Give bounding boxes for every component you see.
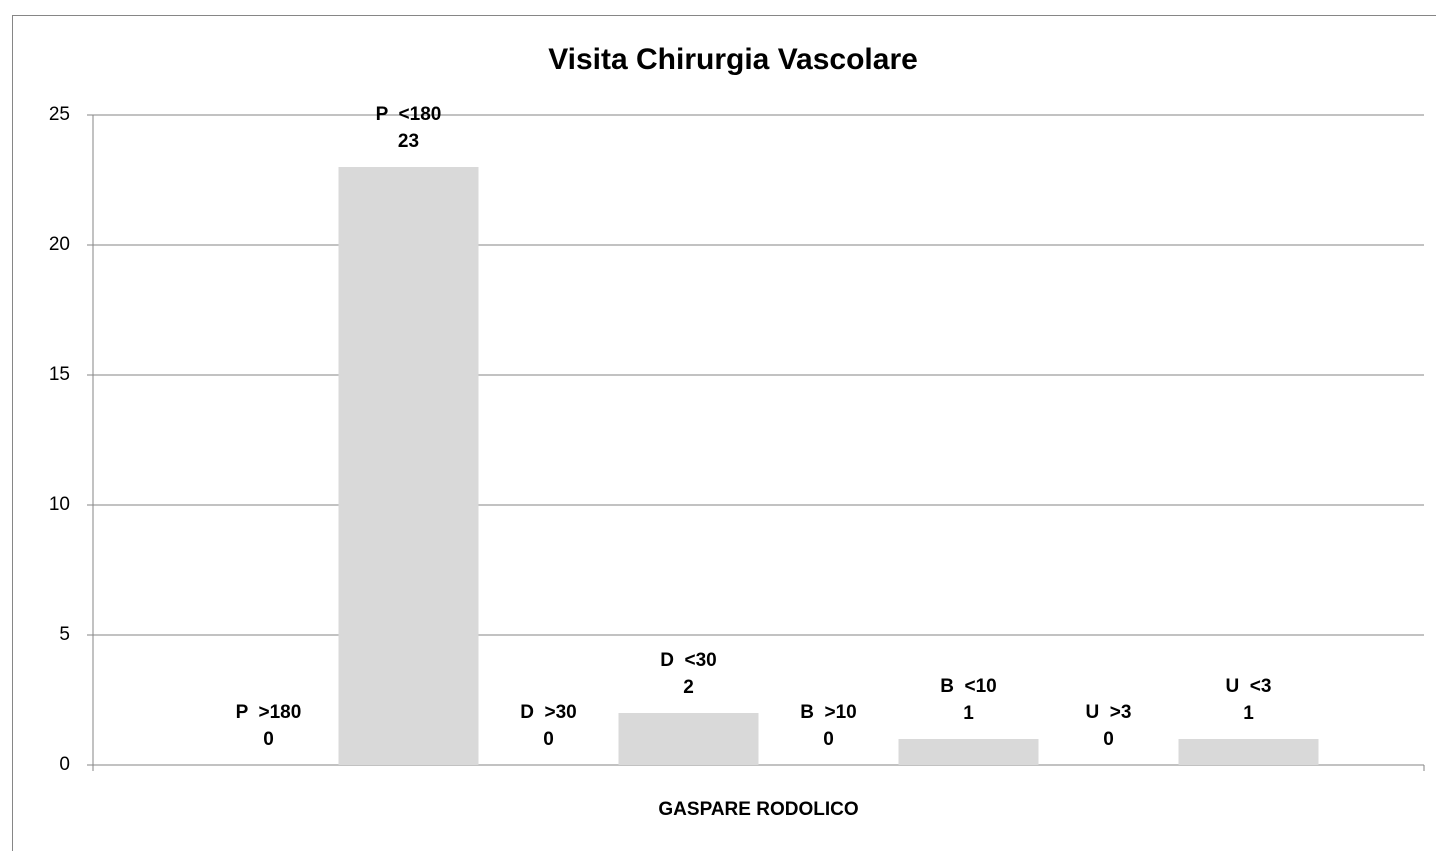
data-label-name: U >3 — [1086, 702, 1132, 723]
data-label-name: P >180 — [236, 702, 302, 723]
y-tick-label: 15 — [49, 364, 70, 385]
bar — [618, 713, 759, 765]
chart-title: Visita Chirurgia Vascolare — [548, 43, 918, 76]
y-tick-label: 0 — [59, 754, 70, 775]
y-tick-label: 20 — [49, 234, 70, 255]
data-label: 1 — [963, 703, 974, 724]
bar — [898, 739, 1039, 765]
data-label: 23 — [398, 131, 419, 152]
x-tick-label: GASPARE RODOLICO — [658, 799, 858, 820]
data-label-name: D <30 — [660, 650, 717, 671]
data-label-name: B >10 — [800, 702, 857, 723]
chart-border — [12, 15, 1436, 851]
y-tick-label: 5 — [59, 624, 70, 645]
data-label: 0 — [823, 729, 834, 750]
data-label: 2 — [683, 677, 694, 698]
y-tick-label: 25 — [49, 104, 70, 125]
data-label: 1 — [1243, 703, 1254, 724]
data-label-name: D >30 — [520, 702, 577, 723]
data-label: 0 — [263, 729, 274, 750]
data-label-name: U <3 — [1226, 676, 1272, 697]
data-label: 0 — [1103, 729, 1114, 750]
data-label-name: B <10 — [940, 676, 997, 697]
bar — [1178, 739, 1319, 765]
data-label: 0 — [543, 729, 554, 750]
y-tick-label: 10 — [49, 494, 70, 515]
bar — [338, 167, 479, 765]
data-label-name: P <180 — [376, 104, 442, 125]
